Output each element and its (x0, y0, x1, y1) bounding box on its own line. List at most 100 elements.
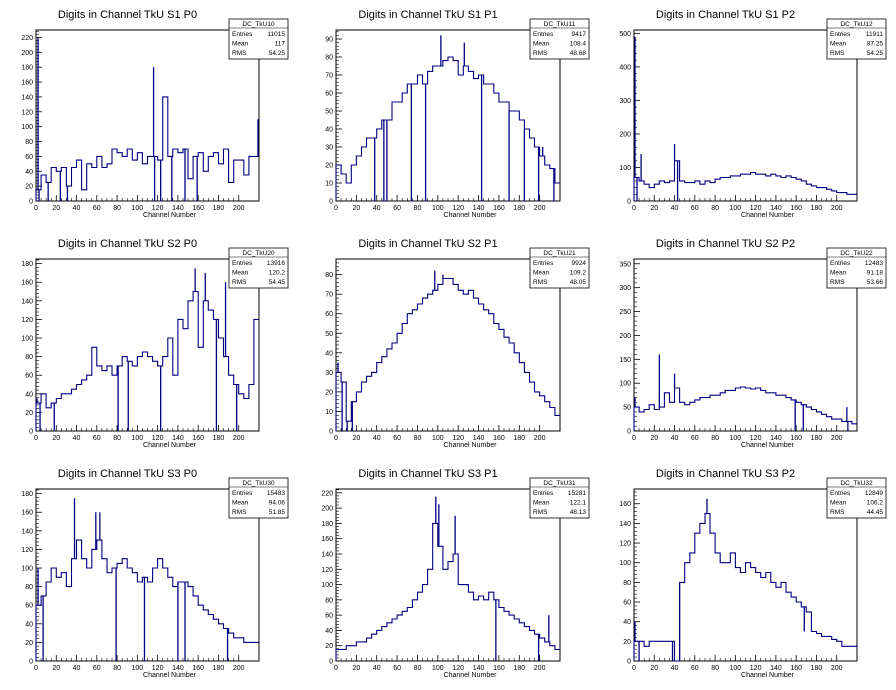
stats-value-entries: 9417 (572, 31, 587, 38)
stats-value-rms: 48.68 (570, 50, 587, 57)
stats-box-frame (228, 247, 289, 289)
y-tick-label: 500 (619, 31, 631, 38)
x-axis-label: Channel Number (741, 442, 795, 449)
x-tick-label: 160 (790, 205, 802, 212)
y-tick-label: 180 (21, 261, 33, 268)
stats-label-mean: Mean (232, 270, 249, 277)
x-tick-label: 60 (93, 205, 101, 212)
x-tick-label: 200 (831, 435, 843, 442)
plot-frame (633, 488, 858, 662)
y-tick-label: 200 (321, 506, 333, 513)
x-tick-label: 20 (352, 435, 360, 442)
stats-label-mean: Mean (830, 270, 847, 277)
x-tick-label: 180 (513, 435, 525, 442)
x-tick-label: 100 (432, 435, 444, 442)
x-tick-label: 160 (493, 205, 505, 212)
stats-value-entries: 12849 (865, 490, 883, 497)
stats-box-frame (529, 247, 590, 289)
y-tick-label: 120 (321, 567, 333, 574)
y-tick-label: 180 (21, 491, 33, 498)
y-tick-label: 300 (619, 98, 631, 105)
stats-label-entries: Entries (830, 260, 851, 267)
y-tick-label: 50 (623, 405, 631, 412)
x-tick-label: 60 (93, 665, 101, 672)
chart-title: Digits in Channel TkU S3 P1 (358, 468, 497, 480)
x-tick-label: 120 (452, 665, 464, 672)
y-tick-label: 20 (25, 184, 33, 191)
x-tick-label: 0 (334, 435, 338, 442)
histogram-series (35, 290, 259, 431)
stats-label-entries: Entries (533, 490, 554, 497)
y-tick-label: 0 (627, 659, 631, 666)
stats-value-entries: 12483 (865, 260, 883, 267)
stats-box: DC_TkU21 Entries 9924 Mean 109.2 RMS 48.05 (529, 247, 590, 289)
x-tick-label: 120 (152, 435, 164, 442)
y-tick-label: 60 (25, 373, 33, 380)
x-tick-label: 0 (334, 665, 338, 672)
y-tick-label: 80 (325, 55, 333, 62)
x-tick-label: 40 (373, 205, 381, 212)
y-tick-label: 0 (29, 429, 33, 436)
stats-label-rms: RMS (830, 509, 845, 516)
y-tick-label: 60 (25, 603, 33, 610)
stats-value-entries: 15281 (568, 490, 586, 497)
x-tick-label: 80 (414, 205, 422, 212)
x-axis-label: Channel Number (143, 442, 197, 449)
x-tick-label: 160 (192, 665, 204, 672)
x-tick-label: 120 (750, 665, 762, 672)
stats-box: DC_TkU31 Entries 15281 Mean 122.1 RMS 48.13 (529, 477, 590, 519)
x-tick-label: 160 (790, 665, 802, 672)
y-tick-label: 300 (619, 285, 631, 292)
stats-box-frame (228, 18, 289, 60)
stats-value-entries: 13916 (267, 260, 285, 267)
stats-label-entries: Entries (232, 260, 253, 267)
y-tick-label: 250 (619, 309, 631, 316)
x-axis-label: Channel Number (143, 212, 197, 219)
x-tick-label: 180 (213, 435, 225, 442)
stats-label-rms: RMS (232, 279, 247, 286)
y-tick-label: 80 (25, 584, 33, 591)
x-axis-label: Channel Number (444, 672, 498, 679)
x-tick-label: 160 (493, 435, 505, 442)
histogram-series (335, 56, 560, 201)
stats-value-entries: 15483 (267, 490, 285, 497)
stats-box-frame (529, 18, 590, 60)
stats-box-frame (228, 477, 289, 519)
stats-label-entries: Entries (232, 31, 253, 38)
plot-frame (335, 488, 561, 662)
x-tick-label: 60 (93, 435, 101, 442)
x-tick-label: 120 (750, 205, 762, 212)
x-tick-label: 180 (513, 205, 525, 212)
y-tick-label: 350 (619, 261, 631, 268)
y-tick-label: 120 (21, 547, 33, 554)
y-tick-label: 180 (321, 521, 333, 528)
stats-value-mean: 106.2 (867, 500, 884, 507)
x-tick-label: 60 (691, 205, 699, 212)
x-tick-label: 80 (113, 665, 121, 672)
x-tick-label: 100 (730, 665, 742, 672)
x-tick-label: 40 (73, 665, 81, 672)
y-tick-label: 80 (623, 580, 631, 587)
stats-value-entries: 11911 (866, 31, 883, 38)
plot-frame (633, 258, 858, 432)
x-tick-label: 80 (711, 435, 719, 442)
y-tick-label: 40 (25, 169, 33, 176)
x-tick-label: 100 (730, 205, 742, 212)
x-tick-label: 20 (650, 665, 658, 672)
x-tick-label: 20 (52, 435, 60, 442)
stats-label-entries: Entries (533, 260, 554, 267)
stats-box-frame (826, 18, 887, 60)
x-axis-label: Channel Number (143, 672, 197, 679)
x-tick-label: 20 (352, 205, 360, 212)
chart-title: Digits in Channel TkU S3 P0 (58, 468, 197, 480)
chart-title: Digits in Channel TkU S2 P1 (358, 238, 497, 250)
x-tick-label: 40 (373, 435, 381, 442)
x-tick-label: 0 (34, 665, 38, 672)
stats-label-rms: RMS (533, 509, 548, 516)
y-tick-label: 40 (325, 628, 333, 635)
x-tick-label: 100 (730, 435, 742, 442)
stats-label-rms: RMS (830, 279, 845, 286)
stats-label-rms: RMS (232, 50, 247, 57)
histogram-series (35, 96, 259, 201)
y-tick-label: 150 (619, 357, 631, 364)
